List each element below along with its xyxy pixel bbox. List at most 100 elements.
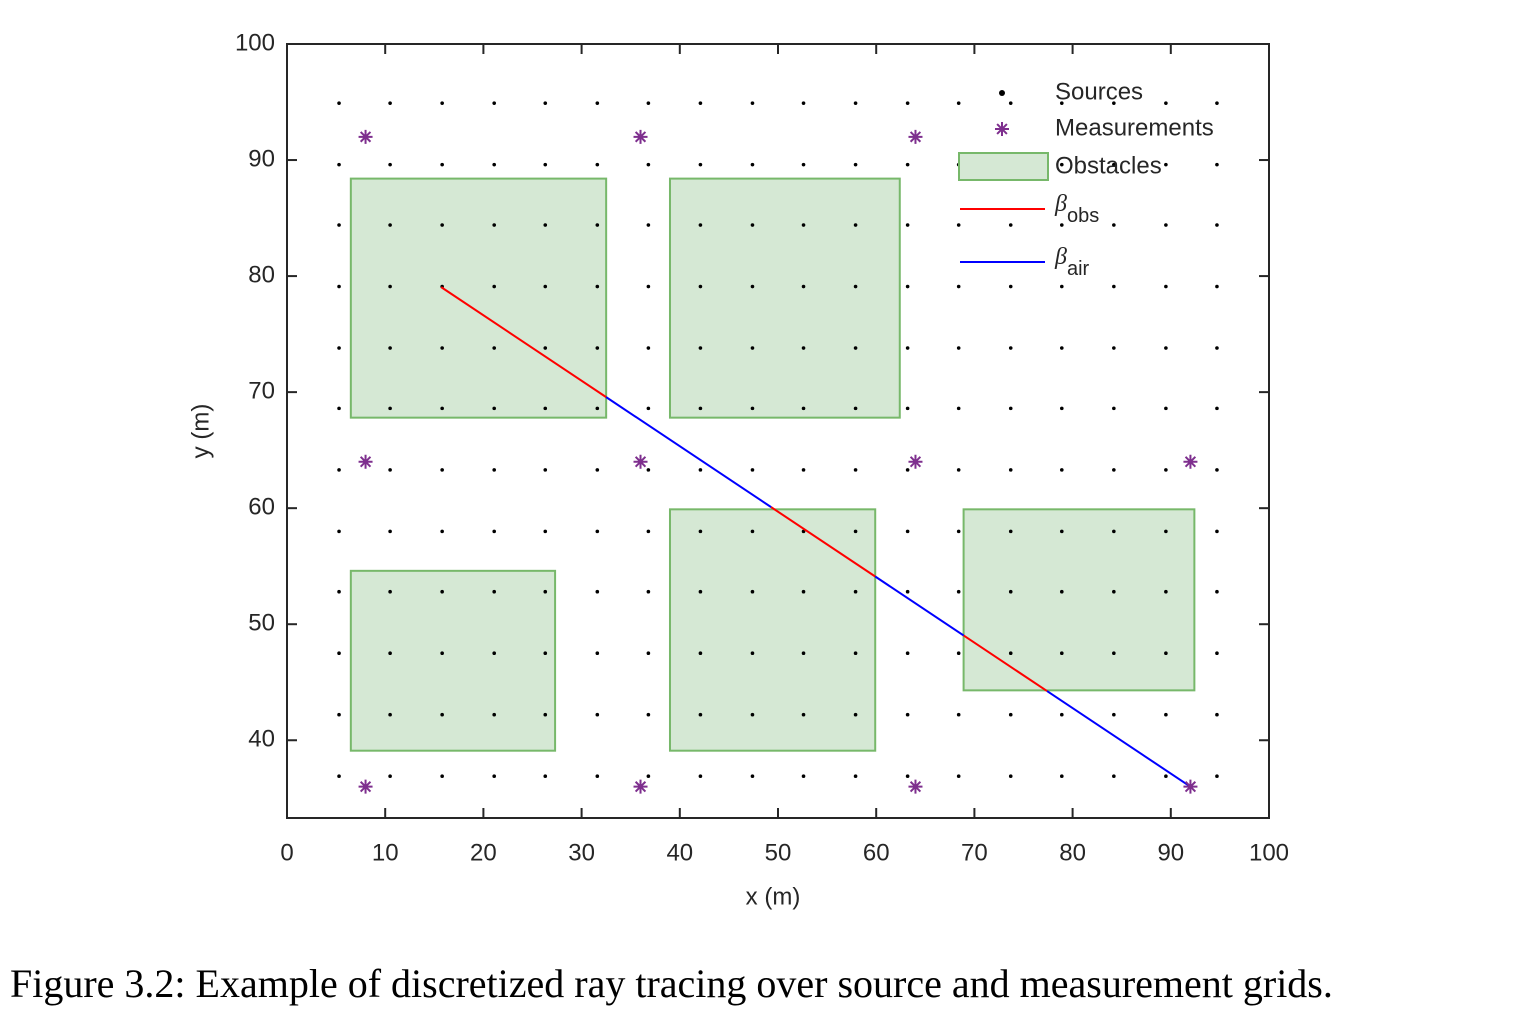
- legend-symbol: β: [1054, 244, 1067, 270]
- source-point: [1215, 651, 1219, 656]
- source-point: [853, 406, 858, 411]
- source-point: [905, 589, 910, 594]
- source-point: [698, 774, 703, 779]
- source-point: [698, 589, 703, 594]
- source-point: [543, 529, 548, 534]
- source-point: [905, 712, 910, 717]
- source-point: [492, 346, 497, 350]
- source-point: [1112, 774, 1116, 779]
- source-point: [853, 468, 858, 472]
- source-point: [956, 712, 961, 717]
- source-point: [1008, 284, 1013, 289]
- source-point: [337, 651, 341, 656]
- source-point: [440, 712, 444, 717]
- source-point: [1112, 162, 1116, 167]
- source-point: [1112, 406, 1116, 411]
- legend-label: βobs: [1054, 191, 1099, 228]
- source-point: [905, 774, 910, 779]
- source-point: [853, 162, 858, 167]
- x-tick-label: 0: [280, 839, 293, 866]
- source-point: [905, 468, 910, 472]
- source-point: [698, 223, 703, 227]
- legend-symbol: β: [1054, 191, 1067, 217]
- source-point: [646, 101, 651, 105]
- source-point: [1112, 101, 1116, 105]
- source-point: [388, 712, 392, 717]
- source-point: [646, 346, 651, 350]
- obstacle: [962, 508, 1196, 692]
- source-point: [440, 774, 444, 779]
- source-point: [905, 529, 910, 534]
- source-point: [1164, 346, 1168, 350]
- obstacle: [349, 569, 557, 752]
- source-point: [853, 529, 858, 534]
- x-axis-label: x (m): [746, 883, 801, 910]
- y-tick-label: 80: [248, 261, 275, 288]
- measurement-point: [1183, 779, 1198, 794]
- source-point: [543, 406, 548, 411]
- source-point: [905, 223, 910, 227]
- source-point: [440, 651, 444, 656]
- measurement-point: [908, 779, 923, 794]
- source-point: [543, 101, 548, 105]
- source-point: [1059, 589, 1064, 594]
- source-point: [595, 712, 600, 717]
- x-tick-label: 60: [863, 839, 890, 866]
- source-point: [1215, 406, 1219, 411]
- source-point: [1215, 101, 1219, 105]
- source-point: [1008, 651, 1013, 656]
- source-point: [388, 101, 392, 105]
- source-point: [956, 223, 961, 227]
- measurement-point: [633, 779, 648, 794]
- source-point: [801, 346, 806, 350]
- source-point: [853, 712, 858, 717]
- source-point: [1112, 346, 1116, 350]
- y-tick-label: 100: [235, 29, 275, 56]
- source-point: [1164, 468, 1168, 472]
- source-point: [698, 162, 703, 167]
- x-tick-label: 100: [1249, 839, 1289, 866]
- source-point: [698, 406, 703, 411]
- ray-line: [605, 396, 1191, 788]
- source-point: [440, 101, 444, 105]
- source-point: [1164, 529, 1168, 534]
- source-point: [905, 651, 910, 656]
- source-point: [337, 774, 341, 779]
- source-point: [1164, 284, 1168, 289]
- source-point: [388, 651, 392, 656]
- source-point: [1215, 223, 1219, 227]
- source-point: [1059, 774, 1064, 779]
- source-point: [543, 589, 548, 594]
- source-point: [1059, 223, 1064, 227]
- source-point: [801, 101, 806, 105]
- source-point: [440, 529, 444, 534]
- source-point: [492, 101, 497, 105]
- source-point: [492, 162, 497, 167]
- source-point: [698, 712, 703, 717]
- source-point: [595, 589, 600, 594]
- source-point: [956, 529, 961, 534]
- source-point: [1164, 774, 1168, 779]
- source-point: [801, 468, 806, 472]
- source-point: [595, 223, 600, 227]
- legend-subscript: obs: [1067, 205, 1099, 227]
- legend-label: βair: [1054, 244, 1090, 281]
- source-point: [337, 284, 341, 289]
- source-point: [595, 774, 600, 779]
- source-point: [543, 223, 548, 227]
- source-point: [646, 284, 651, 289]
- measurement-point: [358, 129, 373, 144]
- legend-source-marker: [999, 90, 1005, 96]
- legend-label: Measurements: [1055, 114, 1214, 141]
- source-point: [905, 162, 910, 167]
- y-axis-label: y (m): [187, 404, 214, 459]
- source-point: [1059, 101, 1064, 105]
- source-point: [905, 346, 910, 350]
- source-point: [337, 468, 341, 472]
- source-point: [1112, 468, 1116, 472]
- source-point: [956, 651, 961, 656]
- source-point: [801, 284, 806, 289]
- source-point: [750, 223, 755, 227]
- source-point: [956, 346, 961, 350]
- source-point: [801, 223, 806, 227]
